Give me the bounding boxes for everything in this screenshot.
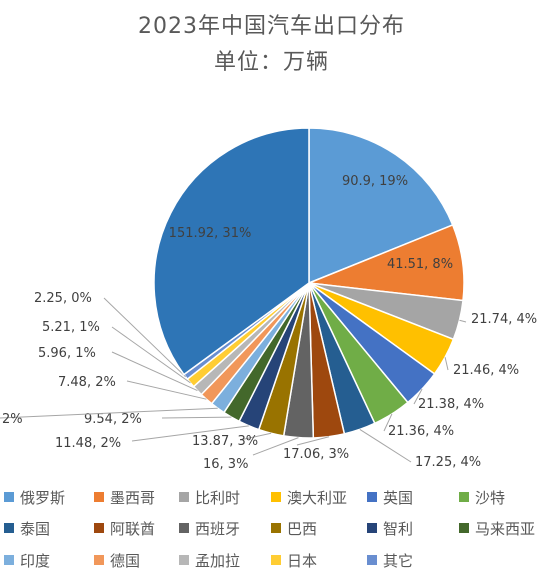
leader-line-5 (383, 413, 393, 432)
legend-label: 其它 (383, 551, 414, 570)
legend-swatch (367, 492, 377, 502)
legend-item: 巴西 (271, 516, 317, 540)
data-label-12: 2% (2, 412, 23, 427)
data-label-10: 11.48, 2% (55, 436, 121, 451)
legend-label: 墨西哥 (110, 488, 156, 507)
legend-swatch (94, 555, 104, 565)
legend-item: 印度 (4, 548, 50, 572)
leader-line-12 (0, 407, 218, 419)
data-label-2: 21.74, 4% (471, 312, 537, 327)
data-label-4: 21.38, 4% (418, 397, 484, 412)
legend-swatch (94, 492, 104, 502)
legend-label: 印度 (20, 551, 51, 570)
legend-label: 马来西亚 (475, 519, 536, 538)
legend-item: 比利时 (179, 485, 240, 509)
legend-swatch (4, 523, 14, 533)
pie-slice-0 (308, 127, 454, 285)
legend-label: 日本 (287, 551, 318, 570)
legend-item: 阿联酋 (94, 516, 155, 540)
leader-line-3 (444, 357, 449, 371)
legend-swatch (94, 523, 104, 533)
data-label-3: 21.46, 4% (453, 363, 519, 378)
legend-item: 日本 (271, 548, 317, 572)
data-label-13: 7.48, 2% (58, 375, 116, 390)
legend-item: 澳大利亚 (271, 485, 347, 509)
legend-swatch (367, 523, 377, 533)
legend-item: 智利 (367, 516, 413, 540)
legend-swatch (271, 523, 281, 533)
legend-item: 英国 (367, 485, 413, 509)
leader-line-9 (239, 432, 272, 441)
legend-item: 其它 (367, 548, 413, 572)
legend-label: 英国 (383, 488, 414, 507)
data-label-9: 13.87, 3% (192, 434, 258, 449)
legend-label: 阿联酋 (110, 519, 156, 538)
legend-item: 西班牙 (179, 516, 240, 540)
leader-line-11 (161, 416, 232, 419)
legend-label: 西班牙 (195, 519, 241, 538)
legend-swatch (4, 492, 14, 502)
data-label-0: 90.9, 19% (342, 174, 408, 189)
data-label-5: 21.36, 4% (388, 424, 454, 439)
legend-label: 泰国 (20, 519, 51, 538)
data-label-11: 9.54, 2% (84, 412, 142, 427)
data-label-14: 5.96, 1% (38, 346, 96, 361)
legend-label: 巴西 (287, 519, 318, 538)
legend-label: 德国 (110, 551, 141, 570)
data-label-15: 5.21, 1% (42, 320, 100, 335)
legend-item: 墨西哥 (94, 485, 155, 509)
legend-label: 比利时 (195, 488, 241, 507)
leader-line-16 (103, 297, 186, 378)
leader-line-14 (111, 351, 198, 392)
leader-line-7 (296, 436, 330, 446)
legend-swatch (179, 555, 189, 565)
legend-item: 孟加拉 (179, 548, 240, 572)
legend-swatch (179, 492, 189, 502)
legend-swatch (4, 555, 14, 565)
data-label-17: 151.92, 31% (169, 226, 252, 241)
legend-item: 俄罗斯 (4, 485, 65, 509)
legend-item: 德国 (94, 548, 140, 572)
legend-label: 俄罗斯 (20, 488, 66, 507)
legend-swatch (459, 523, 469, 533)
legend-swatch (367, 555, 377, 565)
legend-item: 泰国 (4, 516, 50, 540)
chart-subtitle: 单位：万辆 (213, 50, 329, 75)
legend-label: 沙特 (475, 488, 506, 507)
data-label-8: 16, 3% (203, 457, 248, 472)
data-label-7: 17.06, 3% (283, 447, 349, 462)
legend-swatch (459, 492, 469, 502)
legend-label: 智利 (383, 519, 414, 538)
legend-swatch (271, 492, 281, 502)
legend-label: 澳大利亚 (287, 488, 348, 507)
leader-line-15 (111, 326, 191, 384)
data-label-6: 17.25, 4% (415, 455, 481, 470)
legend-item: 沙特 (459, 485, 505, 509)
leader-line-13 (126, 380, 207, 400)
leader-line-8 (252, 437, 299, 456)
leader-line-10 (131, 425, 249, 442)
legend-label: 孟加拉 (195, 551, 241, 570)
legend-swatch (271, 555, 281, 565)
leader-line-2 (459, 319, 467, 323)
leader-line-4 (413, 388, 423, 405)
pie-slice-17 (153, 127, 310, 376)
leader-line-6 (359, 428, 412, 463)
legend-swatch (179, 523, 189, 533)
data-label-16: 2.25, 0% (34, 291, 92, 306)
chart-title: 2023年中国汽车出口分布 (138, 14, 405, 39)
data-label-1: 41.51, 8% (387, 257, 453, 272)
legend-item: 马来西亚 (459, 516, 535, 540)
